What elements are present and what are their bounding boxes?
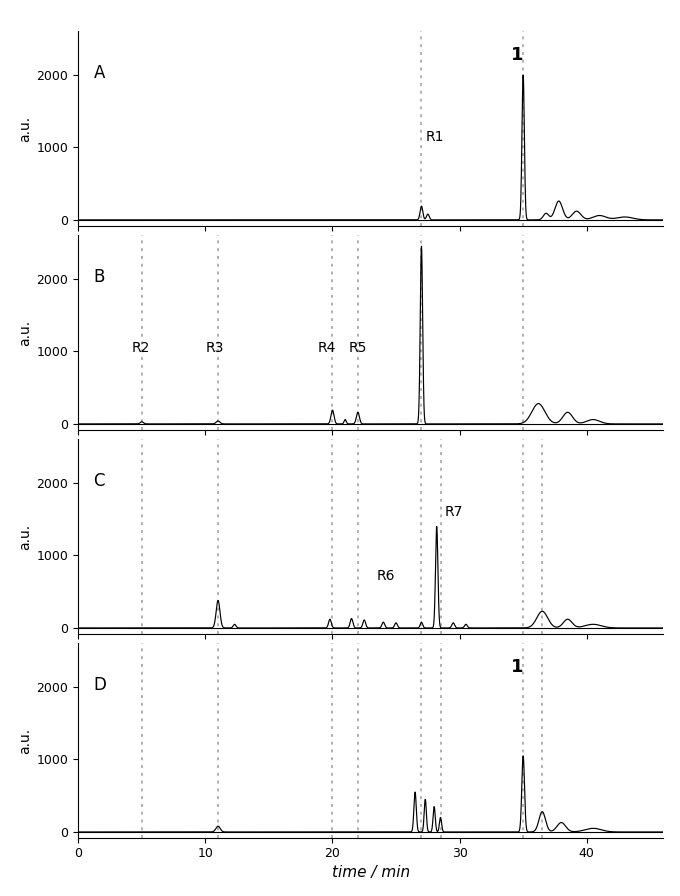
Text: D: D <box>93 676 106 694</box>
Text: C: C <box>93 472 105 490</box>
Text: R6: R6 <box>377 569 396 583</box>
Text: B: B <box>93 268 105 286</box>
Y-axis label: a.u.: a.u. <box>18 116 33 142</box>
Text: A: A <box>93 64 105 82</box>
Text: R7: R7 <box>444 505 462 519</box>
Text: 1: 1 <box>511 658 523 676</box>
Text: R1: R1 <box>425 130 444 143</box>
Text: R2: R2 <box>132 341 150 355</box>
Y-axis label: a.u.: a.u. <box>18 320 33 346</box>
Text: 1: 1 <box>511 46 523 64</box>
Y-axis label: a.u.: a.u. <box>18 523 33 549</box>
Text: R5: R5 <box>349 341 367 355</box>
Text: R4: R4 <box>317 341 336 355</box>
Text: R3: R3 <box>205 341 224 355</box>
X-axis label: time / min: time / min <box>332 865 409 880</box>
Y-axis label: a.u.: a.u. <box>18 728 33 754</box>
